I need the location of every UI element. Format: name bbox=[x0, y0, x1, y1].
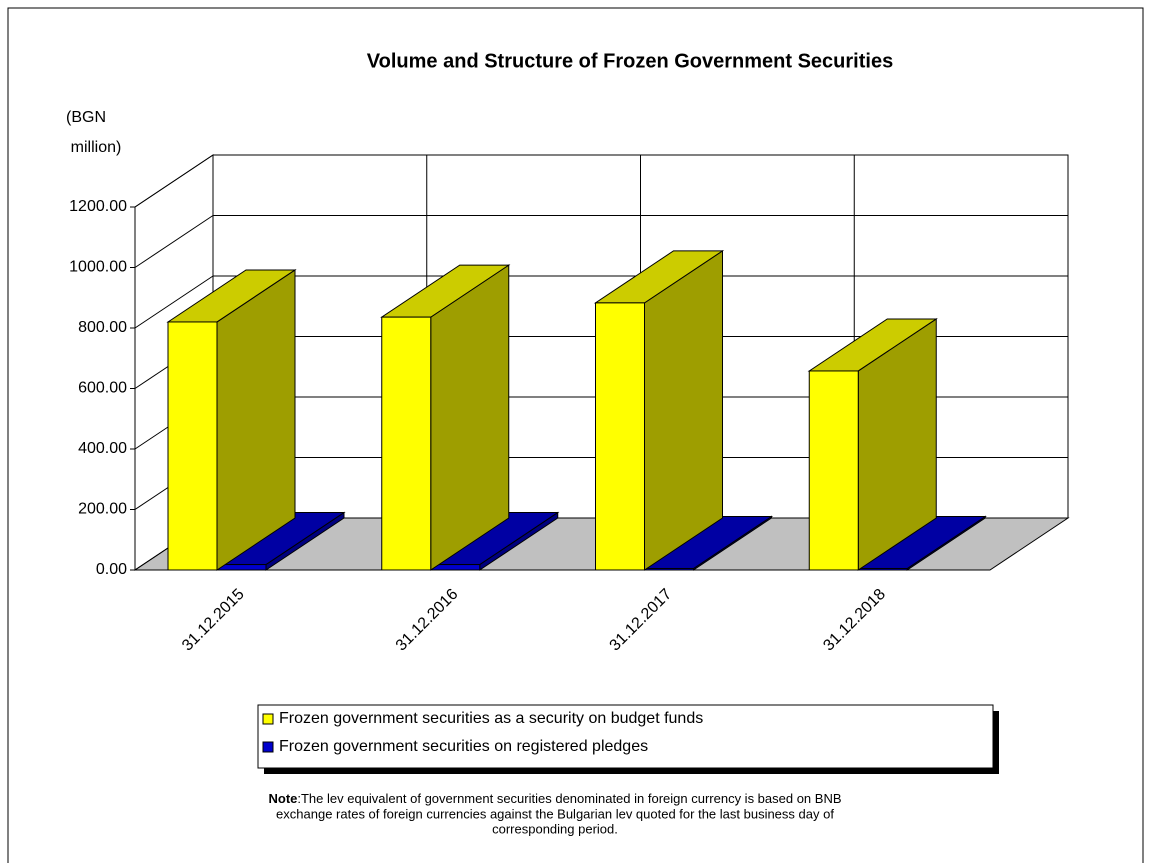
legend-swatch bbox=[262, 741, 274, 753]
y-tick-label: 0.00 bbox=[96, 561, 127, 578]
note: Note:The lev equivalent of government se… bbox=[268, 791, 841, 806]
grid-line bbox=[134, 215, 214, 268]
frame bbox=[7, 7, 1144, 863]
bar bbox=[381, 316, 432, 571]
x-tick-label: 31.12.2017 bbox=[607, 586, 676, 655]
note-text: :The lev equivalent of government securi… bbox=[297, 791, 841, 806]
x-tick-label: 31.12.2018 bbox=[820, 586, 889, 655]
y-tick-label: 200.00 bbox=[78, 501, 127, 518]
y-tick-label: 1200.00 bbox=[69, 198, 127, 215]
legend-label: Frozen government securities as a securi… bbox=[279, 710, 703, 727]
note-text: corresponding period. bbox=[492, 821, 618, 836]
y-tick-label: 600.00 bbox=[78, 380, 127, 397]
bar bbox=[644, 567, 694, 571]
legend bbox=[257, 704, 994, 769]
bar bbox=[808, 370, 859, 571]
bar-side bbox=[430, 264, 510, 571]
y-tick-label: 1000.00 bbox=[69, 259, 127, 276]
note-label: Note bbox=[268, 791, 297, 806]
grid-line bbox=[134, 154, 214, 208]
bar-side bbox=[216, 269, 296, 571]
chart-title: Volume and Structure of Frozen Governmen… bbox=[367, 50, 893, 72]
note-text: exchange rates of foreign currencies aga… bbox=[276, 806, 834, 821]
bar bbox=[167, 321, 218, 571]
y-tick-label: 800.00 bbox=[78, 319, 127, 336]
y-axis-label: million) bbox=[71, 139, 122, 156]
bar-side bbox=[644, 249, 723, 571]
x-tick-label: 31.12.2015 bbox=[179, 586, 248, 655]
grid-line bbox=[134, 275, 214, 329]
legend-label: Frozen government securities on register… bbox=[279, 738, 648, 755]
plot-area: 0.00 200.00 400.00 600.00 800.00 1000.00 1200.… bbox=[69, 154, 1070, 655]
bar bbox=[857, 567, 908, 571]
x-tick-label: 31.12.2016 bbox=[393, 586, 462, 655]
legend-swatch bbox=[262, 713, 274, 725]
bar bbox=[595, 302, 645, 571]
y-axis-label: (BGN bbox=[66, 109, 106, 126]
y-tick-label: 400.00 bbox=[78, 440, 127, 457]
